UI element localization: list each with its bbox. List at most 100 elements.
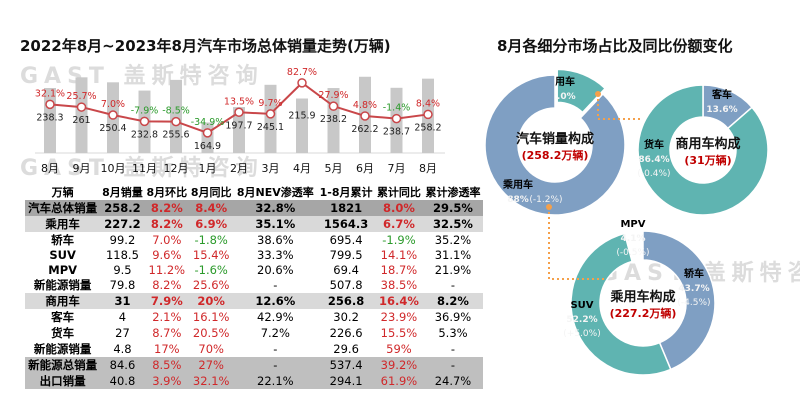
slice-name-label: 货车 [644, 138, 664, 151]
yoy-label: 8.4% [416, 98, 440, 109]
table-cell: -1.6% [194, 262, 228, 277]
table-cell: 2.1% [152, 310, 182, 325]
table-cell: 12.6% [233, 293, 318, 310]
table-cell: 226.6 [329, 326, 363, 341]
yoy-label: -8.5% [162, 106, 190, 117]
table-row: 客车 4 2.1% 16.1% 42.9% 30.2 23.9% 36.9% [25, 309, 483, 325]
bar [264, 84, 277, 153]
table-cell: 8.2% [152, 278, 182, 293]
table-cell: 40.8 [100, 373, 145, 390]
x-tick-label: 12月 [164, 162, 189, 175]
row-label: 轿车 [51, 233, 75, 247]
table-cell: - [233, 357, 318, 374]
bar-value-label: 238.7 [383, 127, 410, 138]
table-cell: 38.5% [380, 278, 418, 293]
slice-change-label: (+5.0%) [563, 329, 600, 339]
table-row: 新能源销量 4.8 17% 70% - 29.6 59% - [25, 341, 483, 357]
table-cell: 4 [118, 310, 127, 325]
table-cell: - [422, 357, 483, 374]
yoy-label: -1.4% [383, 103, 411, 114]
table-cell: 507.8 [329, 278, 363, 293]
yoy-point [108, 110, 118, 120]
bar [75, 77, 88, 153]
table-cell: 7.9% [144, 293, 189, 310]
slice-name-label: 乘用车 [502, 178, 533, 191]
donut-center-title: 乘用车构成 [609, 289, 675, 305]
table-cell: 294.1 [317, 373, 375, 390]
bar [233, 107, 245, 153]
x-tick-label: 4月 [293, 162, 311, 175]
table-cell: 3.9% [144, 373, 189, 390]
column-header: 累计渗透率 [425, 186, 481, 199]
yoy-label: 82.7% [287, 67, 317, 78]
sales-trend-chart: 238.3 261 250.4 232.8 255.6 164.9 197.7 245.1 21… [35, 67, 445, 175]
table-cell: 7.0% [152, 233, 182, 247]
slice-change-label: (-4.5%) [677, 298, 710, 308]
table-cell: -1.8% [194, 233, 228, 247]
table-cell: 9.5 [113, 262, 132, 277]
table-cell: 8.4% [189, 200, 234, 216]
table-cell: 695.4 [329, 233, 363, 247]
table-row: MPV 9.5 11.2% -1.6% 20.6% 69.4 18.7% 21.9% [25, 263, 483, 278]
column-header: 万辆 [51, 186, 74, 199]
table-cell: 27% [189, 357, 234, 374]
slice-share-label: 12.0% [544, 92, 575, 102]
row-label: 出口销量 [25, 373, 101, 390]
table-cell: 537.4 [317, 357, 375, 374]
table-cell: 36.9% [434, 310, 472, 325]
bar-value-label: 261 [72, 115, 90, 126]
table-cell: 99.2 [109, 233, 136, 247]
table-cell: 6.9% [189, 216, 234, 232]
table-cell: 118.5 [105, 248, 139, 263]
row-label: 货车 [51, 326, 75, 341]
slice-share-label: 4.1% [621, 234, 646, 244]
yoy-label: 32.1% [35, 88, 65, 99]
table-cell: 32.1% [189, 373, 234, 390]
table-cell: 8.7% [152, 326, 182, 341]
bar [296, 98, 308, 153]
column-header: 累计同比 [376, 186, 421, 199]
table-cell: 227.2 [100, 216, 145, 232]
table-cell: - [273, 342, 278, 357]
slice-share-label: 88% [507, 195, 529, 205]
slice-share-label: 13.6% [706, 105, 737, 115]
table-cell: 15.5% [380, 326, 418, 341]
x-tick-label: 10月 [101, 162, 126, 175]
table-cell: 29.6 [333, 342, 359, 357]
row-label: MPV [48, 262, 78, 277]
table-cell: 8.2% [422, 293, 483, 310]
slice-change-label: (-0.4%) [637, 169, 670, 179]
table-row: 轿车 99.2 7.0% -1.8% 38.6% 695.4 -1.9% 35.2% [25, 232, 483, 248]
yoy-point [202, 128, 213, 138]
column-header: 8月环比 [146, 186, 188, 199]
x-tick-label: 8月 [419, 162, 437, 175]
row-label: 新能源总销量 [25, 357, 101, 374]
table-cell: 799.5 [329, 248, 363, 263]
yoy-point [171, 116, 181, 127]
slice-name-label: MPV [620, 219, 645, 230]
table-cell: 20.5% [192, 326, 230, 341]
right-chart-title: 8月各细分市场占比及同比份额变化 [497, 37, 733, 55]
connector-dot [595, 91, 601, 97]
yoy-point [76, 102, 87, 112]
table-cell: 1564.3 [317, 216, 375, 232]
row-label: 新能源销量 [33, 278, 92, 293]
table-cell: 33.3% [257, 248, 294, 263]
table-cell: 38.6% [257, 233, 294, 247]
slice-share-label: 52.2% [566, 315, 597, 325]
table-cell: 18.7% [380, 262, 418, 277]
bar-value-label: 250.4 [99, 123, 126, 134]
table-row: 出口销量 40.8 3.9% 32.1% 22.1% 294.1 61.9% 24.7% [25, 373, 483, 390]
bar-value-label: 258.2 [414, 122, 441, 133]
table-cell: 35.2% [434, 233, 472, 247]
slice-share-label: 86.4% [638, 155, 669, 165]
table-cell: 256.8 [317, 293, 375, 310]
table-cell: 79.8 [109, 278, 136, 293]
table-cell: 15.4% [192, 248, 230, 263]
yoy-label: 4.8% [353, 100, 377, 111]
yoy-point [139, 116, 150, 127]
row-label: 客车 [51, 310, 75, 325]
table-cell: 17% [154, 342, 180, 357]
